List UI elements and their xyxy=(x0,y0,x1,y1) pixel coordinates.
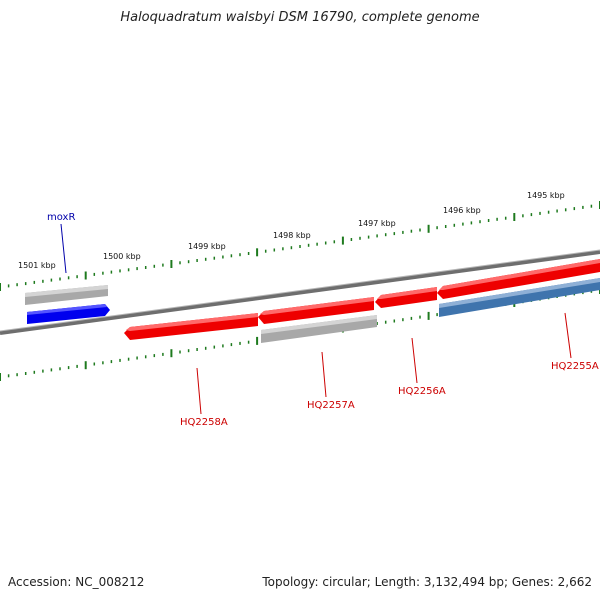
gene-HQ2258A[interactable] xyxy=(124,313,258,340)
genome-summary-text: Topology: circular; Length: 3,132,494 bp… xyxy=(262,575,592,589)
scale-label-1500: 1500 kbp xyxy=(103,252,141,261)
outer-tick-track xyxy=(0,201,600,291)
scale-label-1499: 1499 kbp xyxy=(188,242,226,251)
gene-gray-moxR-region[interactable] xyxy=(25,285,108,305)
HQ2257A-label-connector xyxy=(321,351,327,398)
HQ2258A-label-connector xyxy=(196,367,202,415)
scale-label-1495: 1495 kbp xyxy=(527,191,565,200)
scale-label-1501: 1501 kbp xyxy=(18,261,56,270)
gene-label-HQ2256A[interactable]: HQ2256A xyxy=(398,386,446,397)
moxR-label-connector xyxy=(60,223,67,274)
accession-text: Accession: NC_008212 xyxy=(8,575,145,589)
gene-label-HQ2255A[interactable]: HQ2255A xyxy=(551,361,599,372)
gene-label-HQ2257A[interactable]: HQ2257A xyxy=(307,400,355,411)
gene-HQ2257A[interactable] xyxy=(258,297,374,324)
scale-label-1497: 1497 kbp xyxy=(358,219,396,228)
HQ2255A-label-connector xyxy=(564,312,572,359)
gene-gray-HQ2257A-region[interactable] xyxy=(261,315,377,343)
backbone-highlight xyxy=(0,249,600,332)
gene-label-moxR[interactable]: moxR xyxy=(47,212,75,223)
scale-label-1498: 1498 kbp xyxy=(273,231,311,240)
gene-moxR[interactable] xyxy=(27,304,110,324)
gene-HQ2255A[interactable] xyxy=(437,259,600,299)
gene-steelblue-HQ2255A-region[interactable] xyxy=(439,278,600,317)
genome-title: Haloquadratum walsbyi DSM 16790, complet… xyxy=(120,10,480,25)
gene-label-HQ2258A[interactable]: HQ2258A xyxy=(180,417,228,428)
scale-label-1496: 1496 kbp xyxy=(443,206,481,215)
gene-HQ2256A[interactable] xyxy=(375,287,437,308)
HQ2256A-label-connector xyxy=(411,337,418,384)
backbone-line xyxy=(0,250,600,335)
